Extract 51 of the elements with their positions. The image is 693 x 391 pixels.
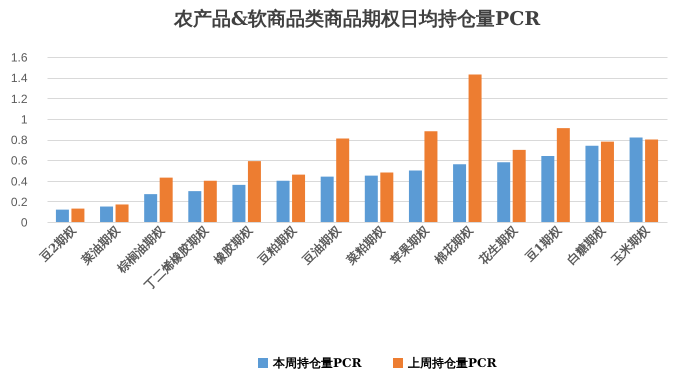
bar <box>100 206 114 222</box>
bar <box>600 142 614 222</box>
y-tick-label: 1.4 <box>10 71 28 86</box>
x-tick-label: 花生期权 <box>475 222 521 268</box>
bar <box>364 176 378 222</box>
bar <box>424 131 438 222</box>
x-tick-label: 菜粕期权 <box>343 222 388 268</box>
y-tick-label: 1.2 <box>10 92 28 106</box>
bar <box>144 194 158 222</box>
x-tick-label: 豆1期权 <box>522 222 565 266</box>
x-tick-label: 橡胶期权 <box>210 222 256 268</box>
legend-label: 本周持仓量PCR <box>272 356 363 370</box>
y-tick-label: 0.8 <box>10 133 28 147</box>
x-tick-label: 豆粕期权 <box>254 222 300 268</box>
x-tick-label: 白糖期权 <box>564 222 609 267</box>
y-tick-label: 0.6 <box>10 154 28 168</box>
x-tick-label: 苹果期权 <box>387 222 432 268</box>
bar <box>630 137 643 222</box>
bar <box>232 184 246 222</box>
bar <box>556 128 570 222</box>
chart-title: 农产品&软商品类商品期权日均持仓量PCR <box>172 8 540 30</box>
bar <box>380 172 394 222</box>
bar <box>541 156 554 222</box>
bar <box>292 174 306 222</box>
x-tick-label: 豆2期权 <box>36 222 80 266</box>
bar <box>468 74 482 222</box>
bar <box>276 180 290 222</box>
bar <box>160 178 173 222</box>
bar <box>585 146 598 222</box>
bar <box>408 170 422 222</box>
bar <box>645 140 658 222</box>
bar <box>336 138 350 222</box>
y-tick-label: 0 <box>20 216 28 230</box>
y-tick-label: 0.2 <box>10 194 28 209</box>
bar <box>512 150 526 222</box>
bar <box>497 162 510 222</box>
y-tick-label: 0.4 <box>10 174 28 188</box>
x-tick-label: 豆油期权 <box>298 222 344 268</box>
x-tick-label: 棉花期权 <box>431 222 477 268</box>
bar <box>204 180 217 222</box>
bar <box>188 191 202 222</box>
legend-label: 上周持仓量PCR <box>407 356 498 370</box>
bar <box>116 204 129 222</box>
y-tick-label: 1.6 <box>10 50 28 64</box>
bar <box>248 161 261 222</box>
bar <box>453 164 466 222</box>
bar <box>320 176 334 222</box>
bar <box>71 208 84 222</box>
y-tick-label: 1 <box>20 112 28 126</box>
x-tick-label: 玉米期权 <box>608 222 654 268</box>
bar <box>56 210 69 222</box>
